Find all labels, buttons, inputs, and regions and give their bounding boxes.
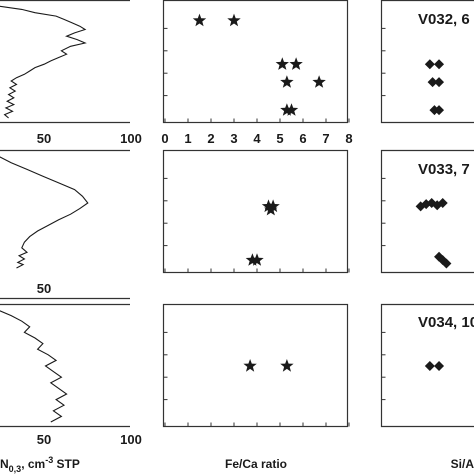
diamond-marker-row1-6	[434, 105, 445, 116]
tick-label-r1c2-2: 2	[207, 131, 214, 146]
star-marker-row2-3	[264, 202, 278, 216]
tick-label-r1c2-4: 4	[253, 131, 261, 146]
profile-line-row2	[0, 156, 89, 269]
tick-label-r1c1-50: 50	[37, 131, 51, 146]
star-marker-row1-5	[280, 75, 294, 88]
diamond-marker-row1-1	[424, 59, 435, 70]
star-marker-row1-3	[275, 57, 289, 70]
panel-r1c2-frame	[162, 0, 349, 124]
panel-title-v032: V032, 6	[418, 11, 470, 28]
profile-line-row1	[0, 5, 87, 119]
panel-r1c1-frame	[0, 0, 130, 124]
tick-label-r1c2-8: 8	[345, 131, 352, 146]
scatter-markers	[192, 13, 452, 372]
star-marker-row3-1	[243, 359, 257, 372]
panel-r3c3-frame	[380, 303, 474, 428]
tick-label-r1c2-7: 7	[322, 131, 329, 146]
panel-title-v033: V033, 7	[418, 161, 470, 178]
tick-label-r1c2-3: 3	[230, 131, 237, 146]
star-marker-row2-2	[266, 199, 280, 213]
diamond-marker-row1-2	[434, 59, 445, 70]
diamond-marker-row3-1	[424, 361, 435, 371]
panel-r3c1-frame	[0, 303, 130, 428]
tick-label-r1c2-0: 0	[161, 131, 168, 146]
star-marker-row3-2	[280, 359, 294, 372]
star-marker-row1-2	[227, 13, 241, 27]
panel-r2c3-frame	[380, 149, 474, 274]
tick-label-r3c1-50: 50	[37, 432, 51, 447]
diamond-marker-row2-5	[437, 198, 448, 209]
diamond-marker-row2-8	[441, 258, 452, 269]
tick-label-r1c2-1: 1	[184, 131, 191, 146]
star-marker-row1-1	[192, 13, 207, 27]
panel-r3c2-frame	[162, 303, 349, 428]
col2-tick-labels: 0 1 2 3 4 5 6 7 8	[161, 131, 352, 146]
profile-line-row3	[0, 310, 68, 423]
tick-label-r1c2-5: 5	[276, 131, 283, 146]
tick-label-r1c2-6: 6	[299, 131, 306, 146]
panel-r2c2-frame	[162, 149, 349, 274]
axis-label-col2: Fe/Ca ratio	[225, 457, 287, 471]
diamond-marker-row1-4	[434, 77, 445, 88]
panel-r2c1-frame	[0, 149, 130, 300]
axis-label-col1-rest: , cm	[21, 457, 45, 471]
diamond-marker-row3-2	[434, 361, 445, 371]
profile-lines	[0, 5, 89, 423]
tick-label-r3c1-100: 100	[120, 432, 142, 447]
panel-title-v034: V034, 10	[418, 314, 474, 331]
star-marker-row1-8	[284, 103, 299, 116]
axis-label-col3: Si/A	[451, 457, 474, 471]
tick-label-r2c1-50: 50	[37, 281, 51, 296]
axis-label-col1: N0,3, cm-3 STP	[0, 455, 80, 474]
star-marker-row2-5	[250, 253, 264, 266]
axis-label-col1-sub: 0,3	[9, 464, 22, 474]
diamond-marker-row1-3	[427, 77, 438, 88]
axis-label-col1-sup: -3	[45, 455, 53, 465]
panel-r1c3-frame	[380, 0, 474, 124]
tick-marks	[163, 27, 386, 427]
tick-label-r1c1-100: 100	[120, 131, 142, 146]
star-marker-row1-6	[312, 75, 326, 88]
axis-label-col1-unit: N	[0, 457, 9, 471]
axis-label-col1-tail: STP	[53, 457, 80, 471]
star-marker-row1-4	[289, 57, 303, 70]
